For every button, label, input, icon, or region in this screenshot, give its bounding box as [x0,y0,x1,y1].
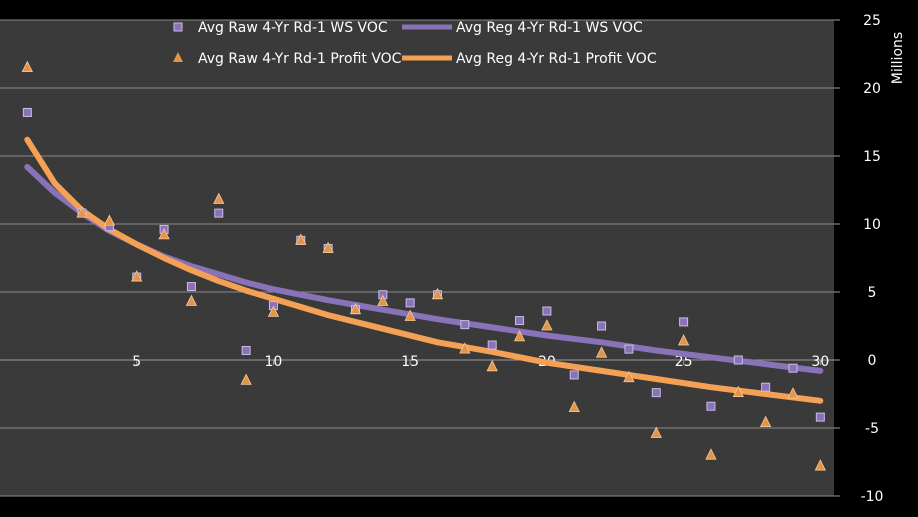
data-point [131,270,143,282]
data-point [295,233,307,245]
data-point [405,298,415,308]
y-tick-label: 15 [863,149,881,165]
data-point [569,370,579,380]
data-point [459,342,471,354]
data-point [595,346,608,358]
data-point [788,363,798,373]
data-point [22,107,32,117]
data-point [460,320,470,330]
data-point [814,459,826,471]
y-tick-label: 20 [863,81,881,97]
series-layer [21,60,826,471]
y-tick-label: 0 [868,353,877,369]
data-point [213,192,225,204]
data-point [761,382,771,392]
data-point [651,388,661,398]
data-point [597,321,607,331]
data-point [240,373,252,385]
data-point [705,448,717,460]
data-point [787,387,799,399]
legend-label: Avg Reg 4-Yr Rd-1 Profit VOC [456,51,657,67]
x-tick-label: 5 [132,354,141,370]
data-point [377,294,389,306]
data-point [21,60,33,72]
data-point [158,227,170,240]
data-point [322,241,334,253]
y-tick-label: 5 [868,285,877,301]
data-point [513,329,526,342]
series-line [24,136,824,404]
data-point [487,340,497,350]
y-tick-label: 10 [863,217,881,233]
y-tick-label: 25 [863,13,881,29]
data-point [541,319,553,331]
data-point [542,306,552,316]
legend-label: Avg Raw 4-Yr Rd-1 Profit VOC [198,51,402,67]
gridlines [0,19,834,497]
x-tick-label: 30 [811,354,829,370]
data-point [103,214,116,226]
data-point [214,208,224,218]
y-axis-ticks: -10 -5 0 5 10 15 20 25 [834,13,883,505]
data-point [706,401,716,411]
data-point [677,334,690,346]
data-point [431,287,444,300]
plot-area [0,20,834,496]
legend-marker [173,52,183,62]
legend-label: Avg Raw 4-Yr Rd-1 WS VOC [198,20,388,36]
data-point [349,302,362,315]
data-point [267,305,280,317]
data-point [624,344,634,354]
x-tick-label: 15 [401,354,419,370]
legend-label: Avg Reg 4-Yr Rd-1 WS VOC [456,20,643,36]
data-point [515,316,525,326]
data-point [623,370,635,383]
data-point [650,426,662,438]
y-tick-label: -10 [861,489,884,505]
data-point [815,412,825,422]
data-point [568,400,580,413]
data-point [486,359,498,372]
x-tick-label: 10 [265,354,283,370]
legend-marker [173,22,183,32]
legend: Avg Raw 4-Yr Rd-1 WS VOC Avg Reg 4-Yr Rd-… [173,20,657,67]
data-point [733,355,743,365]
data-point [759,415,772,427]
data-point [404,309,416,321]
data-point [679,317,689,327]
y-tick-label: -5 [865,421,879,437]
y-axis-title: Millions [890,32,906,84]
x-axis-ticks: 5 10 15 20 25 30 [132,354,829,370]
x-tick-label: 25 [675,354,693,370]
data-point [732,385,744,398]
data-point [76,206,88,218]
data-point [186,282,196,292]
data-point [185,294,198,306]
data-point [241,345,251,355]
